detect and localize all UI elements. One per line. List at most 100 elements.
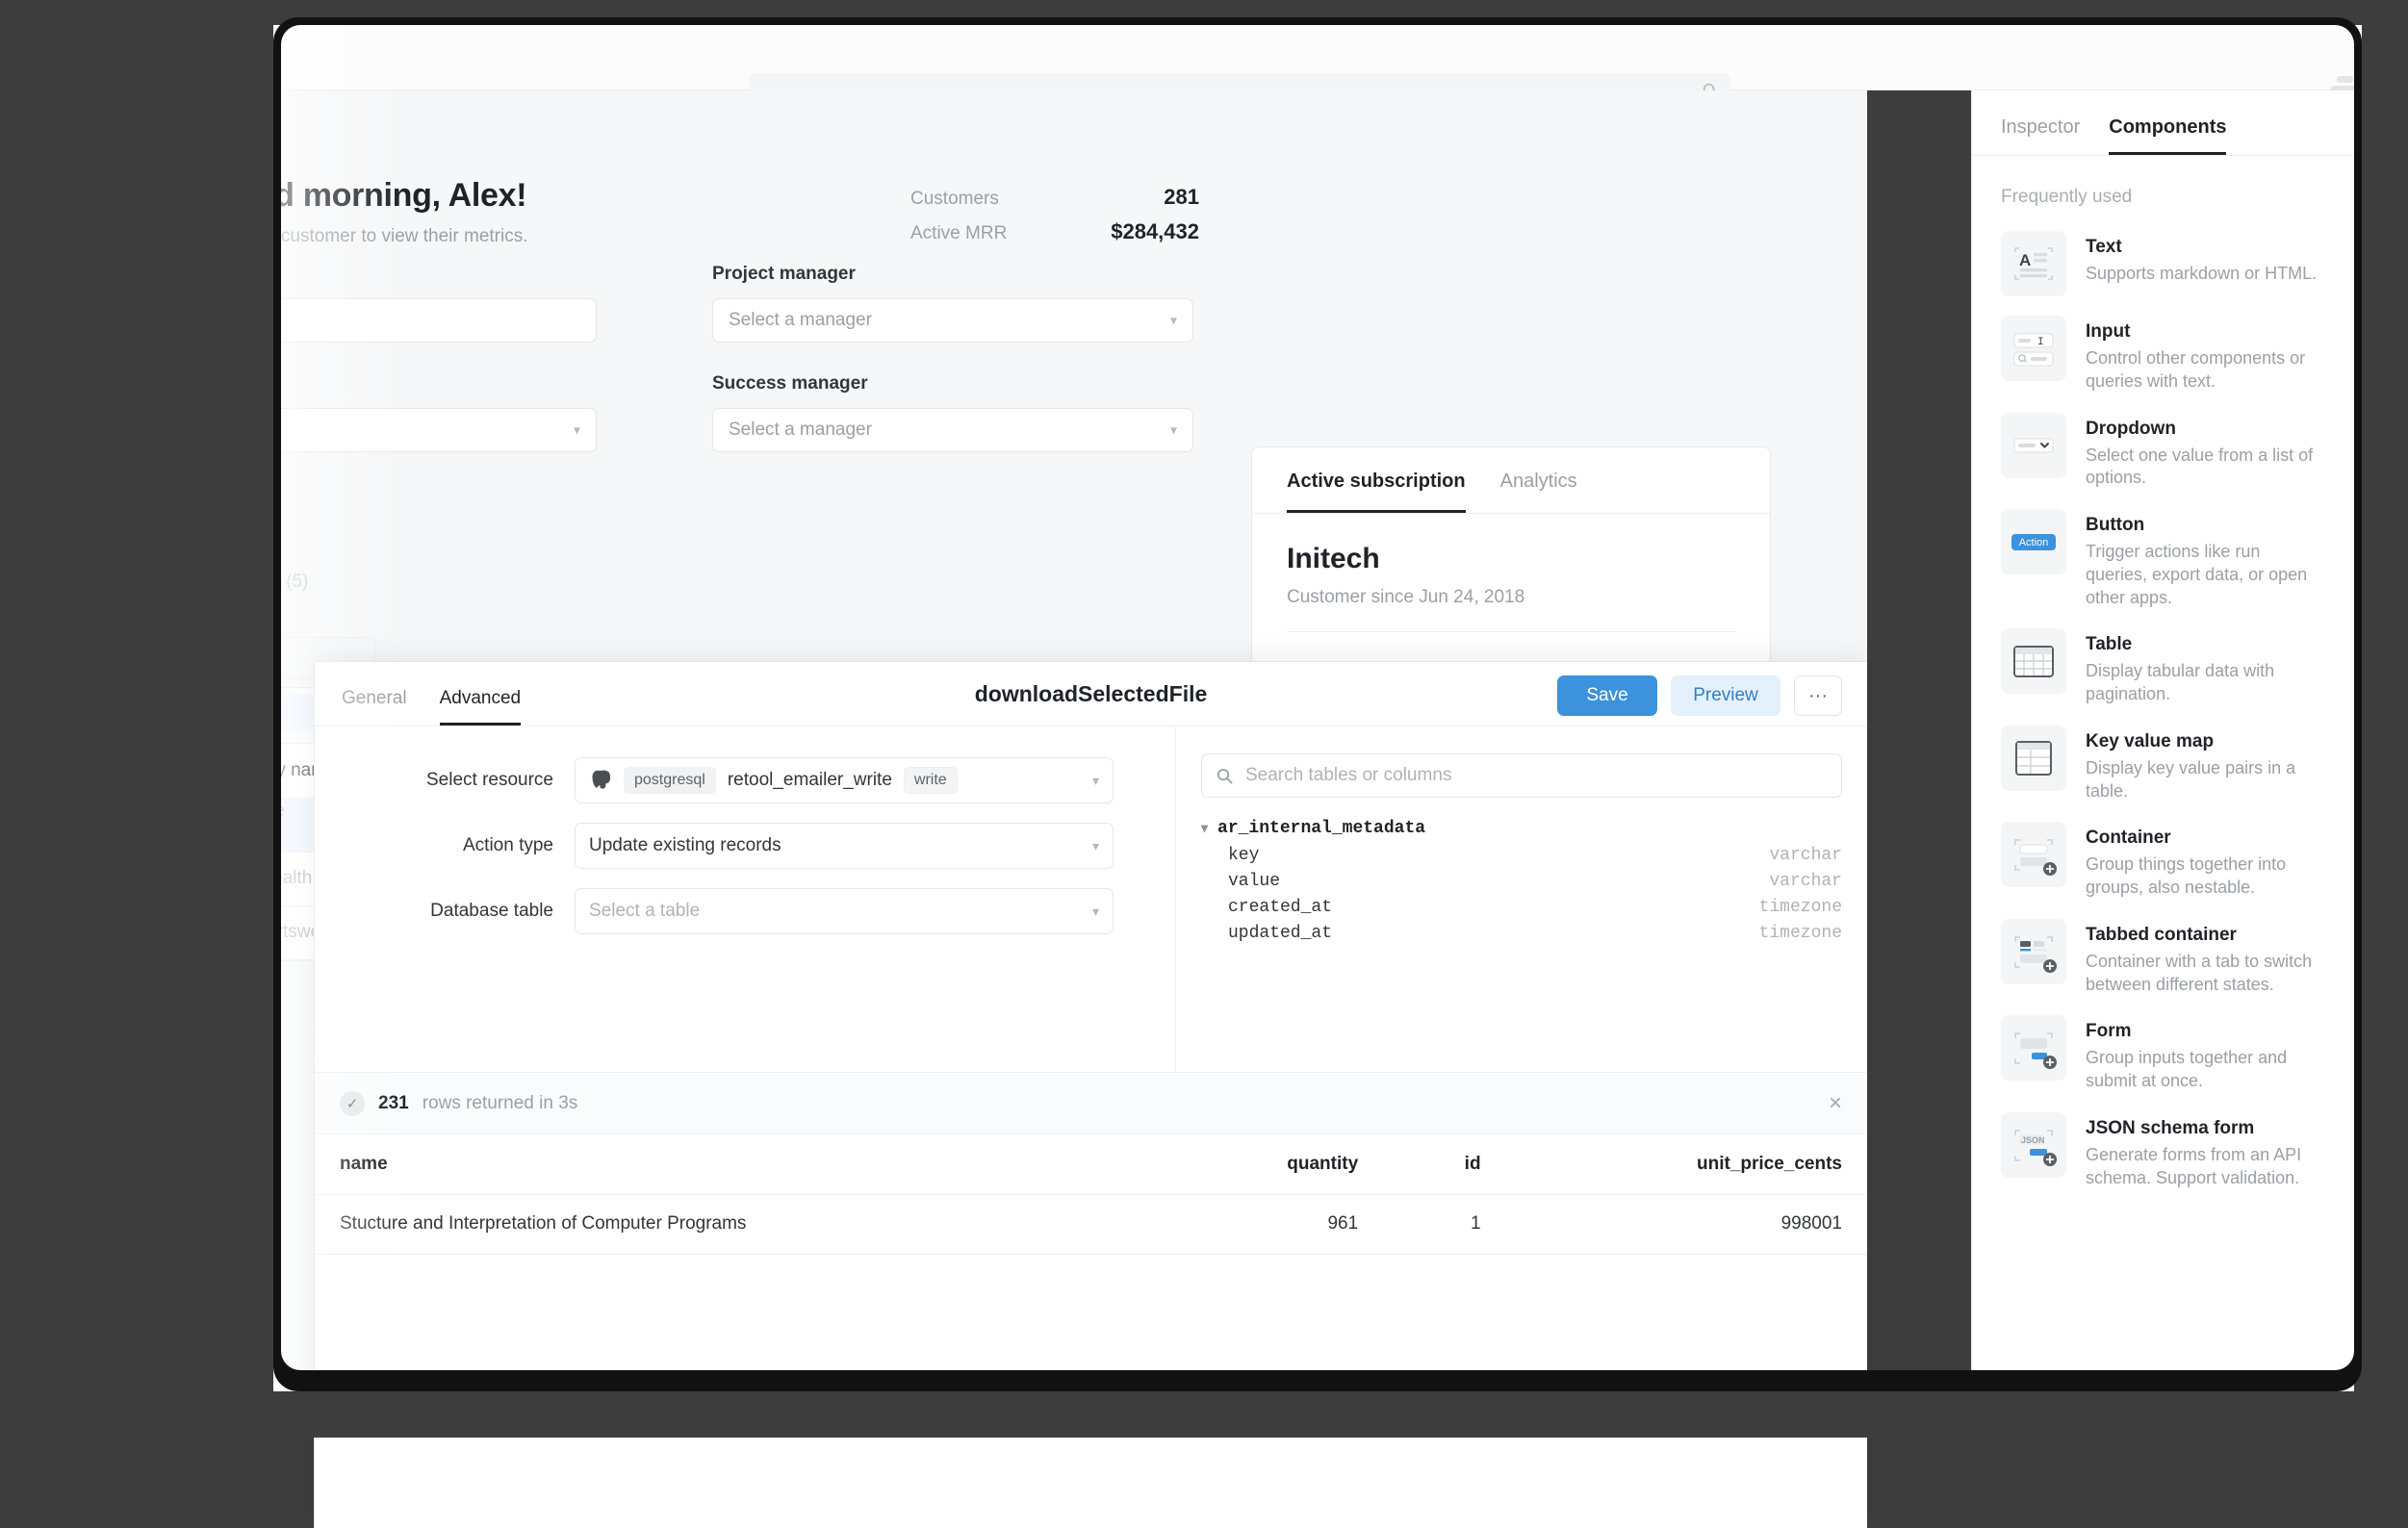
resource-type-tag: postgresql [624,767,716,794]
component-name: JSON schema form [2086,1117,2255,1138]
table-row[interactable]: Stucture and Interpretation of Computer … [315,1194,1867,1255]
action-type-value: Update existing records [589,835,781,855]
chevron-down-icon: ▾ [1091,772,1099,788]
component-item-json-schema-form[interactable]: JSON JSON schema form Generate forms fro… [1972,1103,2354,1200]
schema-column[interactable]: updated_at timezone [1201,924,1842,943]
column-type: varchar [1769,846,1842,865]
schema-column[interactable]: created_at timezone [1201,898,1842,917]
row-database-table: Database table Select a table ▾ [315,888,1175,934]
column-name: key [1228,846,1260,865]
component-item-container[interactable]: Container Group things together into gro… [1972,812,2354,909]
component-item-form[interactable]: Form Group inputs together and submit at… [1972,1006,2354,1103]
component-item-tabbed-container[interactable]: Tabbed container Container with a tab to… [1972,909,2354,1006]
preview-button[interactable]: Preview [1671,675,1780,716]
field-label: Database table [430,901,553,921]
field-label: Market tier [115,373,209,394]
app-root: Good morning, Alex! Select a customer to… [0,25,2408,1528]
query-result-pane: ✓ 231 rows returned in 3s × name quantit… [315,1072,1867,1528]
component-item-input[interactable]: I Input Control other components or quer… [1972,306,2354,403]
kpi-active-mrr: Active MRR $284,432 [910,219,1199,244]
placeholder-text: Select a manager [729,420,872,440]
tab-analytics[interactable]: Analytics [1499,471,1577,492]
component-item-table[interactable]: Table Display tabular data with paginati… [1972,619,2354,716]
transformers-section-label: Transformers (5) [172,572,309,592]
form-component-icon [2001,1015,2066,1082]
tab-general[interactable]: General [342,688,407,708]
company-name-input[interactable]: Search here [115,298,597,343]
chevron-down-icon: ▾ [1169,312,1177,328]
component-item-dropdown[interactable]: Dropdown Select one value from a list of… [1972,403,2354,500]
component-name: Form [2086,1021,2132,1042]
col-unit-price-cents[interactable]: unit_price_cents [1505,1134,1867,1195]
table-component-icon [2001,628,2066,695]
tab-components[interactable]: Components [2109,116,2227,155]
action-type-select[interactable]: Update existing records ▾ [575,823,1114,869]
market-tier-select[interactable]: Select a tier ▾ [115,408,597,452]
svg-text:I: I [2037,337,2044,348]
column-type: timezone [1758,924,1842,943]
result-row-count: 231 [378,1092,409,1113]
col-name[interactable]: name [315,1134,1160,1195]
schema-column[interactable]: value varchar [1201,872,1842,891]
cell-quantity: 961 [1159,1194,1384,1255]
chevron-down-icon: ▾ [1169,421,1177,438]
more-options-button[interactable]: ··· [1794,675,1842,716]
success-manager-select[interactable]: Select a manager ▾ [712,408,1193,452]
save-button[interactable]: Save [1557,675,1657,716]
component-item-button[interactable]: Action Button Trigger actions like run q… [1972,499,2354,619]
right-panel-tabs: Inspector Components [1972,90,2354,156]
resource-select[interactable]: postgresql retool_emailer_write write ▾ [575,757,1114,803]
placeholder-text: Select a tier [132,420,229,440]
page-subtitle: Select a customer to view their metrics. [210,226,528,246]
component-name: Tabbed container [2086,924,2237,945]
component-description: Trigger actions like run queries, export… [2086,542,2308,607]
container-component-icon [2001,822,2066,888]
component-description: Display tabular data with pagination. [2086,661,2275,703]
chevron-down-icon: ▾ [573,421,580,438]
component-name: Dropdown [2086,418,2176,439]
customer-name: Initech [1287,543,1380,574]
cell-name: Stucture and Interpretation of Computer … [315,1194,1160,1255]
cell-unit-price-cents: 998001 [1505,1194,1867,1255]
col-id[interactable]: id [1383,1134,1506,1195]
database-table-select[interactable]: Select a table ▾ [575,888,1114,934]
action-badge: Action [2011,534,2056,550]
component-description: Display key value pairs in a table. [2086,757,2296,801]
component-description: Group inputs together and submit at once… [2086,1048,2288,1090]
project-manager-select[interactable]: Select a manager ▾ [712,298,1193,343]
column-type: timezone [1758,898,1842,917]
component-description: Control other components or queries with… [2086,348,2306,391]
top-bar [0,25,2408,108]
component-item-key-value-map[interactable]: Key value map Display key value pairs in… [1972,716,2354,813]
component-description: Select one value from a list of options. [2086,445,2314,488]
field-project-manager: Project manager Select a manager ▾ [712,264,1193,343]
kpi-label: Active MRR [910,223,1008,243]
right-panel: Inspector Components Frequently used A [1971,90,2354,1438]
cell-id: 3 [116,905,187,960]
text-component-icon: A [2001,231,2066,296]
kpi-value: 281 [1164,185,1199,209]
field-company-name: Company name Search here [115,264,597,343]
query-form: Select resource postgresql retool_emaile… [315,726,1175,1072]
placeholder-text: Select a manager [729,310,872,330]
close-icon[interactable]: × [1828,1089,1842,1116]
component-name: Input [2086,321,2131,342]
query-result-table: name quantity id unit_price_cents Stuctu… [315,1134,1867,1255]
field-market-tier: Market tier Select a tier ▾ [115,373,597,452]
col-quantity[interactable]: quantity [1159,1134,1384,1195]
schema-search-input[interactable]: Search tables or columns [1201,753,1842,798]
frequently-used-label: Frequently used [2001,187,2133,207]
tabbed-container-component-icon [2001,918,2066,984]
query-result-status-bar: ✓ 231 rows returned in 3s × [315,1073,1867,1134]
tab-inspector[interactable]: Inspector [2001,116,2081,138]
tab-active-subscription[interactable]: Active subscription [1287,447,1466,513]
kpi-block: Customers 281 Active MRR $284,432 [910,185,1199,254]
component-item-text[interactable]: A Text Supports markdown or HTML. [1972,221,2354,306]
tab-advanced[interactable]: Advanced [439,688,522,726]
json-schema-form-component-icon: JSON [2001,1111,2066,1178]
schema-table-node[interactable]: ▾ ar_internal_metadata [1201,819,1842,838]
schema-column[interactable]: key varchar [1201,846,1842,865]
placeholder-text: Select a table [589,901,701,921]
field-label: Action type [463,835,553,855]
button-component-icon: Action [2001,509,2066,574]
